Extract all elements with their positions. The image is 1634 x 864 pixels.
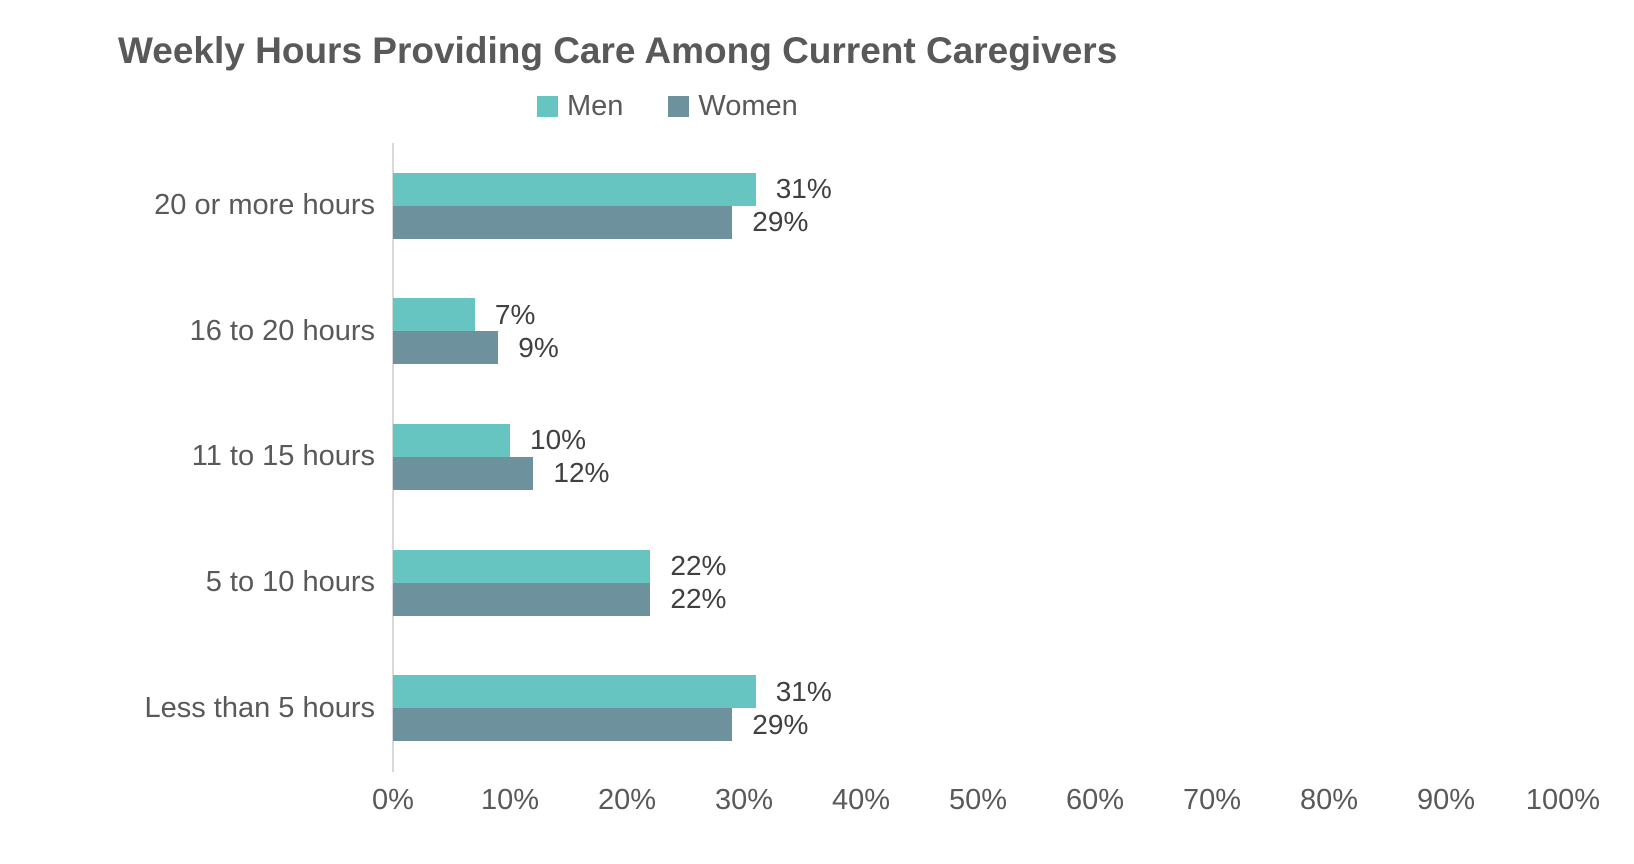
category-label: 20 or more hours [154,189,375,222]
bar-group: 10% 12% [393,394,1563,520]
category-label: 5 to 10 hours [205,566,375,599]
chart-title: Weekly Hours Providing Care Among Curren… [118,30,1118,71]
bar-line: 29% [393,708,1563,742]
x-tick-label: 40% [831,784,891,816]
x-tick-label: 30% [714,784,774,816]
bar-line: 9% [393,331,1563,365]
bar-women [393,708,733,742]
bar-women [393,456,534,490]
bar-group: 31% 29% [393,645,1563,771]
bar-men [393,298,475,332]
x-tick-label: 10% [480,784,540,816]
bar-men [393,549,651,583]
bar-women [393,331,499,365]
x-axis: 0% 10% 20% 30% 40% 50% 60% 70% 80% 90% 100% [372,784,1600,824]
x-tick-label: 90% [1416,784,1476,816]
bar-line: 12% [393,456,1563,490]
bar-group: 31% 29% [393,143,1563,269]
bar-value-label: 31% [775,675,832,707]
bar-women [393,205,733,239]
bar-value-label: 31% [775,173,832,205]
category-label: 11 to 15 hours [191,440,375,473]
category-row: Less than 5 hours 31% 29% [0,645,1563,771]
bar-men [393,172,756,206]
category-row: 16 to 20 hours 7% 9% [0,269,1563,395]
bar-women [393,582,651,616]
bar-value-label: 10% [530,424,587,456]
category-row: 20 or more hours 31% 29% [0,143,1563,269]
bar-line: 10% [393,423,1563,457]
bar-line: 31% [393,675,1563,709]
plot-area: 20 or more hours 31% 29% 16 to 20 hours 7% 9%… [0,143,1563,771]
category-label: Less than 5 hours [144,691,375,724]
legend: Men Women [537,90,798,123]
category-label: 16 to 20 hours [189,314,375,347]
x-tick-label: 0% [372,784,414,816]
bar-line: 7% [393,298,1563,332]
category-row: 11 to 15 hours 10% 12% [0,394,1563,520]
x-tick-label: 60% [1065,784,1125,816]
category-row: 5 to 10 hours 22% 22% [0,520,1563,646]
bar-value-label: 29% [752,206,809,238]
bar-value-label: 9% [518,331,559,363]
legend-label-men: Men [567,90,624,122]
legend-item-men: Men [537,90,623,123]
x-tick-label: 50% [948,784,1008,816]
legend-swatch-men-icon [537,96,558,117]
bar-value-label: 7% [494,298,536,330]
bar-line: 31% [393,172,1563,206]
bar-value-label: 22% [670,583,727,615]
bar-value-label: 22% [670,550,727,582]
bar-group: 7% 9% [393,269,1563,395]
bar-line: 22% [393,549,1563,583]
x-tick-label: 70% [1182,784,1242,816]
legend-swatch-women-icon [668,96,690,117]
bar-men [393,423,510,457]
bar-group: 22% 22% [393,520,1563,646]
bar-line: 29% [393,205,1563,239]
bar-value-label: 12% [553,457,610,489]
x-tick-label: 20% [597,784,657,816]
x-tick-label: 80% [1299,784,1359,816]
bar-men [393,675,756,709]
legend-item-women: Women [668,90,798,123]
bar-line: 22% [393,582,1563,616]
x-tick-label: 100% [1525,784,1601,816]
bar-value-label: 29% [752,708,809,740]
legend-label-women: Women [698,90,798,122]
